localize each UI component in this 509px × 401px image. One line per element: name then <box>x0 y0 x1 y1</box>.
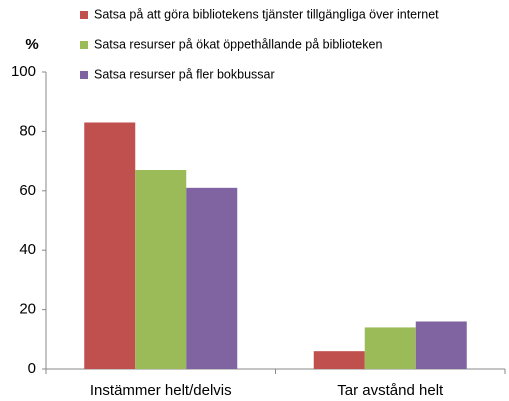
y-axis-label: % <box>25 36 38 53</box>
y-tick-label: 0 <box>28 360 36 377</box>
bar <box>186 187 238 369</box>
y-tick-label: 80 <box>19 122 36 139</box>
legend-swatch <box>80 11 88 19</box>
legend-swatch <box>80 71 88 79</box>
y-tick-label: 20 <box>19 301 36 318</box>
bar <box>135 170 187 369</box>
x-tick-label: Tar avstånd helt <box>337 382 444 399</box>
legend-label: Satsa på att göra bibliotekens tjänster … <box>94 7 439 21</box>
y-tick-label: 40 <box>19 241 36 258</box>
y-tick-label: 100 <box>11 63 36 80</box>
bar <box>415 321 467 369</box>
y-tick-label: 60 <box>19 182 36 199</box>
x-tick-label: Instämmer helt/delvis <box>90 382 232 399</box>
legend-swatch <box>80 41 88 49</box>
bar <box>313 351 365 369</box>
bar <box>84 122 136 370</box>
legend-label: Satsa resurser på fler bokbussar <box>94 67 275 81</box>
bar <box>364 327 416 369</box>
legend-label: Satsa resurser på ökat öppethållande på … <box>94 37 382 51</box>
